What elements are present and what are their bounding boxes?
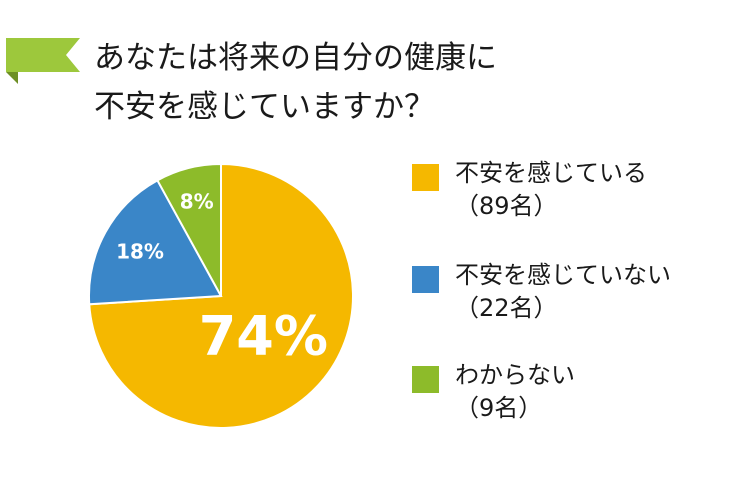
pie-label-not-anxious: 18%	[116, 239, 164, 263]
legend-count-anxious: （89名）	[455, 192, 558, 220]
legend-item-not-anxious: 不安を感じていない （22名）	[412, 258, 742, 328]
legend-swatch-not-anxious	[412, 266, 439, 293]
pie-label-unknown: 8%	[180, 189, 214, 213]
legend-label-unknown: わからない	[455, 361, 575, 389]
pie-label-anxious: 74%	[199, 304, 328, 367]
legend-swatch-anxious	[412, 164, 439, 191]
pie-slice-unknown	[156, 162, 222, 297]
legend-count-not-anxious: （22名）	[455, 294, 558, 322]
chart-title: あなたは将来の自分の健康に 不安を感じていますか？	[94, 34, 497, 132]
legend-item-unknown: わからない （9名）	[412, 358, 742, 428]
pie-slice-not-anxious	[88, 178, 223, 306]
legend-label-not-anxious: 不安を感じていない	[455, 261, 671, 289]
legend-item-anxious: 不安を感じている （89名）	[412, 156, 742, 226]
legend-label-anxious: 不安を感じている	[455, 159, 647, 187]
ribbon-body	[6, 38, 80, 72]
title-ribbon-icon	[6, 38, 80, 84]
legend-swatch-unknown	[412, 366, 439, 393]
title-line-1: あなたは将来の自分の健康に	[94, 40, 497, 76]
legend-count-unknown: （9名）	[455, 394, 543, 422]
title-line-2: 不安を感じていますか？	[94, 89, 435, 125]
ribbon-fold	[6, 72, 18, 84]
